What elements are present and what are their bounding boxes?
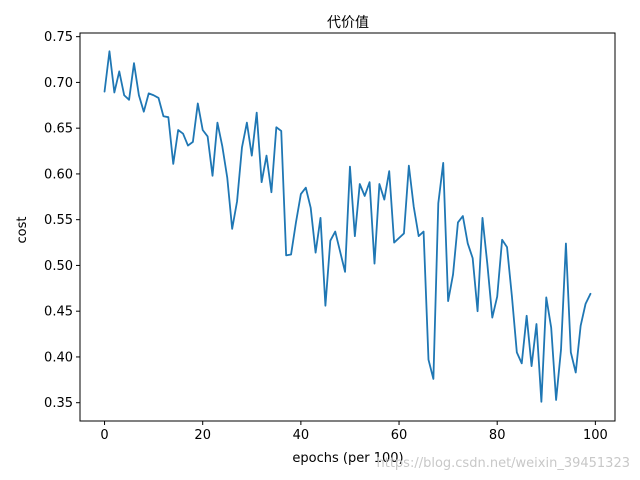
y-tick-label: 0.60: [44, 167, 73, 182]
y-tick-label: 0.65: [44, 122, 73, 137]
x-tick-label: 60: [391, 428, 408, 443]
x-tick-label: 40: [293, 428, 310, 443]
cost-series-line: [103, 50, 592, 403]
x-axis-label: epochs (per 100): [292, 451, 403, 466]
y-tick-label: 0.70: [44, 76, 73, 91]
y-tick-label: 0.55: [44, 213, 73, 228]
y-tick-label: 0.40: [44, 350, 73, 365]
y-tick-label: 0.75: [44, 30, 73, 45]
y-axis-ticks: 0.35 0.40 0.45 0.50 0.55 0.60 0.65 0.70 0.75: [44, 30, 80, 411]
x-tick-label: 0: [100, 428, 108, 443]
series-group: [103, 50, 592, 403]
chart-title: 代价值: [327, 15, 369, 31]
x-tick-label: 100: [583, 428, 608, 443]
x-tick-label: 20: [194, 428, 211, 443]
watermark-text: https://blog.csdn.net/weixin_39451323: [376, 456, 630, 471]
y-tick-label: 0.45: [44, 305, 73, 320]
y-tick-label: 0.35: [44, 396, 73, 411]
plot-area-frame: [79, 32, 616, 422]
x-tick-label: 80: [489, 428, 506, 443]
y-axis-label: cost: [15, 217, 30, 244]
x-axis-ticks: 0 20 40 60 80 100: [100, 421, 608, 443]
y-tick-label: 0.50: [44, 259, 73, 274]
